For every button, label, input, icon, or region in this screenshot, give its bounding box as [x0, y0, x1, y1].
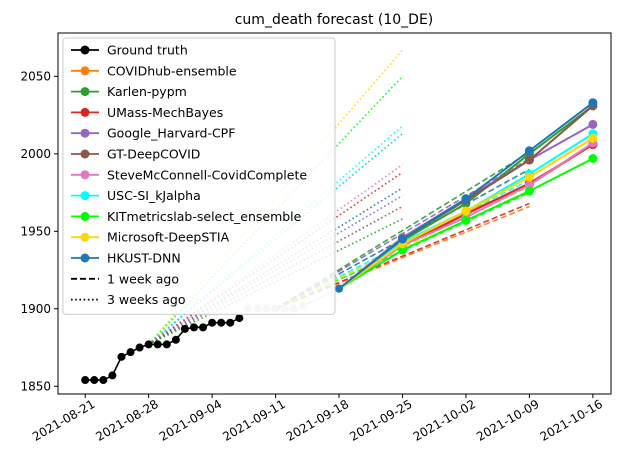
axes-frame: [57, 32, 612, 395]
x-tick-label: 2021-10-09: [474, 397, 541, 444]
chart-title: cum_death forecast (10_DE): [235, 12, 434, 28]
ground-truth-point: [117, 352, 126, 361]
legend-marker: [80, 211, 90, 221]
ground-truth-point: [199, 323, 208, 332]
x-tick-label: 2021-10-16: [538, 397, 605, 444]
ground-truth-point: [217, 318, 226, 327]
y-tick-label: 2050: [20, 69, 51, 83]
forecast-point: [524, 155, 534, 165]
forecast-point: [588, 133, 598, 143]
legend-label: SteveMcConnell-CovidComplete: [107, 167, 307, 182]
legend-label: USC-SI_kJalpha: [107, 188, 201, 203]
legend-label: KITmetricslab-select_ensemble: [107, 209, 302, 224]
y-tick-label: 1900: [20, 302, 51, 316]
legend-label: COVIDhub-ensemble: [107, 63, 237, 78]
x-tick-label: 2021-10-02: [411, 397, 478, 444]
x-tick-label: 2021-09-11: [220, 397, 287, 444]
legend: Ground truth COVIDhub-ensemble Karlen-pypm…: [62, 37, 336, 315]
legend-label: Ground truth: [107, 43, 188, 58]
legend-marker: [80, 87, 90, 97]
ground-truth-point: [99, 376, 108, 385]
ground-truth-line: [85, 317, 240, 381]
forecast-point: [588, 153, 598, 163]
forecast-point: [524, 180, 534, 190]
three-weeks-ago-line: [148, 171, 403, 346]
legend-marker: [80, 45, 90, 55]
ground-truth-point: [144, 340, 153, 349]
legend-marker: [80, 66, 90, 76]
ground-truth-point: [81, 376, 90, 385]
legend-marker: [80, 128, 90, 138]
ground-truth-point: [153, 340, 162, 349]
three-weeks-ago-line: [148, 75, 404, 345]
legend-label: Google_Harvard-CPF: [107, 126, 235, 141]
ground-truth-point: [90, 376, 99, 385]
ground-truth-point: [108, 371, 117, 380]
ground-truth-point: [126, 348, 135, 357]
ground-truth-point: [171, 335, 180, 344]
forecast-point: [461, 206, 471, 216]
forecast-point: [335, 284, 344, 293]
legend-label: 1 week ago: [107, 271, 179, 286]
x-tick-label: 2021-09-04: [157, 397, 224, 444]
ground-truth-point: [208, 318, 217, 327]
forecast-point: [461, 194, 471, 204]
legend-marker: [80, 170, 90, 180]
y-tick-label: 1950: [20, 224, 51, 238]
ground-truth-point: [135, 343, 144, 352]
ground-truth-point: [180, 324, 189, 333]
legend-marker: [80, 253, 90, 263]
y-tick-label: 2000: [20, 147, 51, 161]
ground-truth-point: [226, 318, 235, 327]
ground-truth-point: [189, 323, 198, 332]
x-tick-label: 2021-09-18: [284, 397, 351, 444]
x-tick-label: 2021-08-28: [93, 397, 160, 444]
x-tick-label: 2021-08-21: [30, 397, 97, 444]
x-tick-label: 2021-09-25: [347, 397, 414, 444]
ground-truth-point: [235, 314, 244, 323]
legend-marker: [80, 191, 90, 201]
legend-marker: [80, 149, 90, 159]
legend-marker: [80, 107, 90, 117]
forecast-point: [524, 172, 534, 182]
forecast-point: [524, 186, 534, 196]
legend-label: 3 weeks ago: [107, 292, 186, 307]
three-weeks-ago-line: [148, 218, 403, 346]
legend-label: HKUST-DNN: [107, 251, 181, 266]
legend-label: Microsoft-DeepSTIA: [107, 230, 230, 245]
forecast-point: [588, 119, 598, 129]
legend-label: GT-DeepCOVID: [107, 147, 200, 162]
forecast-point: [397, 245, 407, 255]
forecast-point: [588, 98, 598, 108]
three-weeks-ago-line: [148, 187, 403, 346]
legend-label: Karlen-pypm: [107, 84, 187, 99]
ground-truth-point: [162, 340, 171, 349]
legend-box: [62, 37, 336, 315]
legend-label: UMass-MechBayes: [107, 105, 223, 120]
forecast-point: [461, 215, 471, 225]
forecast-point: [524, 146, 534, 156]
legend-marker: [80, 232, 90, 242]
y-tick-label: 1850: [20, 379, 51, 393]
three-weeks-ago-line: [148, 205, 403, 346]
forecast-point: [397, 234, 407, 244]
